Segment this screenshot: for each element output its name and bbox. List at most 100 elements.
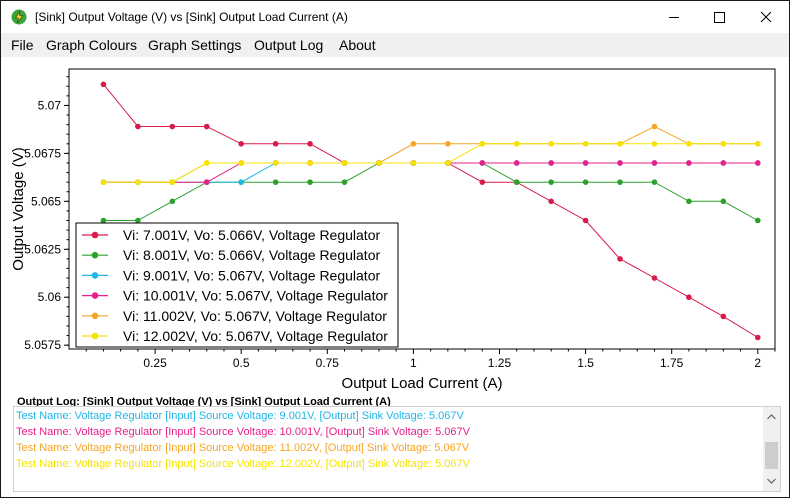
data-point[interactable] bbox=[686, 140, 692, 147]
data-point[interactable] bbox=[686, 294, 692, 301]
data-point[interactable] bbox=[100, 217, 107, 224]
data-point[interactable] bbox=[272, 179, 279, 185]
data-point[interactable] bbox=[686, 160, 692, 166]
data-point[interactable] bbox=[617, 256, 623, 262]
menu-bar: File Graph Colours Graph Settings Output… bbox=[1, 33, 789, 57]
scroll-down-icon[interactable] bbox=[767, 478, 776, 484]
legend-entry: Vi: 8.001V, Vo: 5.066V, Voltage Regulato… bbox=[123, 247, 380, 263]
data-point[interactable] bbox=[651, 140, 658, 147]
data-point[interactable] bbox=[238, 179, 244, 185]
data-point[interactable] bbox=[410, 160, 417, 166]
data-point[interactable] bbox=[135, 217, 141, 224]
chart-area: 0.25 0.5 0.75 1 1.25 1.5 1.75 2 5.0575 5.06 5.0625… bbox=[1, 57, 789, 392]
data-point[interactable] bbox=[651, 179, 658, 185]
x-axis-label: Output Load Current (A) bbox=[342, 375, 503, 391]
y-tick-label: 5.065 bbox=[31, 194, 61, 208]
close-button[interactable] bbox=[743, 1, 789, 33]
voltage-vs-current-chart[interactable]: 0.25 0.5 0.75 1 1.25 1.5 1.75 2 5.0575 5.06 5.0625… bbox=[1, 57, 789, 392]
data-point[interactable] bbox=[686, 198, 692, 205]
data-point[interactable] bbox=[307, 160, 313, 166]
data-point[interactable] bbox=[445, 160, 451, 166]
y-tick-label: 5.0575 bbox=[24, 338, 61, 352]
data-point[interactable] bbox=[754, 217, 761, 224]
data-point[interactable] bbox=[513, 179, 520, 185]
data-point[interactable] bbox=[651, 123, 658, 130]
data-point[interactable] bbox=[307, 140, 313, 147]
data-point[interactable] bbox=[548, 198, 554, 205]
data-point[interactable] bbox=[341, 160, 348, 166]
data-point[interactable] bbox=[582, 217, 589, 224]
data-point[interactable] bbox=[238, 160, 244, 166]
x-tick-label: 0.25 bbox=[143, 356, 167, 370]
data-point[interactable] bbox=[203, 160, 210, 166]
data-point[interactable] bbox=[548, 140, 554, 147]
maximize-button[interactable] bbox=[697, 1, 743, 33]
data-point[interactable] bbox=[582, 160, 589, 166]
menu-output-log[interactable]: Output Log bbox=[254, 37, 324, 53]
maximize-icon bbox=[714, 12, 725, 23]
data-point[interactable] bbox=[548, 160, 554, 166]
legend-swatch-marker bbox=[91, 251, 99, 259]
data-point[interactable] bbox=[479, 179, 486, 185]
data-point[interactable] bbox=[307, 179, 313, 185]
data-point[interactable] bbox=[169, 123, 176, 130]
legend-swatch-marker bbox=[91, 292, 99, 299]
data-point[interactable] bbox=[238, 140, 244, 147]
data-point[interactable] bbox=[754, 160, 761, 166]
menu-graph-settings[interactable]: Graph Settings bbox=[148, 37, 242, 53]
data-point[interactable] bbox=[720, 160, 727, 166]
data-point[interactable] bbox=[479, 140, 486, 147]
data-point[interactable] bbox=[720, 198, 727, 205]
y-tick-label: 5.07 bbox=[38, 98, 62, 112]
data-point[interactable] bbox=[754, 334, 761, 341]
data-point[interactable] bbox=[272, 160, 279, 166]
data-point[interactable] bbox=[410, 140, 417, 147]
y-tick-label: 5.06 bbox=[38, 290, 62, 304]
data-point[interactable] bbox=[754, 140, 761, 147]
data-point[interactable] bbox=[479, 160, 486, 166]
menu-file[interactable]: File bbox=[11, 37, 34, 53]
y-tick-label: 5.0625 bbox=[24, 242, 61, 256]
minimize-button[interactable] bbox=[651, 1, 697, 33]
x-tick-label: 1.5 bbox=[577, 356, 594, 370]
legend-entry: Vi: 7.001V, Vo: 5.066V, Voltage Regulato… bbox=[123, 227, 380, 243]
data-point[interactable] bbox=[169, 198, 176, 205]
scroll-up-icon[interactable] bbox=[767, 414, 776, 420]
data-point[interactable] bbox=[513, 140, 520, 147]
menu-graph-colours[interactable]: Graph Colours bbox=[46, 37, 138, 53]
data-point[interactable] bbox=[272, 140, 279, 147]
data-point[interactable] bbox=[169, 179, 176, 185]
data-point[interactable] bbox=[617, 179, 623, 185]
data-point[interactable] bbox=[135, 123, 141, 130]
log-scrollbar[interactable] bbox=[763, 407, 780, 491]
data-point[interactable] bbox=[203, 123, 210, 130]
legend-entry: Vi: 9.001V, Vo: 5.067V, Voltage Regulato… bbox=[123, 267, 380, 283]
data-point[interactable] bbox=[651, 275, 658, 281]
data-point[interactable] bbox=[720, 313, 727, 320]
menu-about[interactable]: About bbox=[339, 37, 376, 53]
data-point[interactable] bbox=[720, 140, 727, 147]
data-point[interactable] bbox=[341, 179, 348, 185]
data-point[interactable] bbox=[513, 160, 520, 166]
data-point[interactable] bbox=[376, 160, 382, 166]
data-point[interactable] bbox=[548, 179, 554, 185]
data-point[interactable] bbox=[445, 140, 451, 147]
data-point[interactable] bbox=[135, 179, 141, 185]
data-point[interactable] bbox=[100, 179, 107, 185]
data-point[interactable] bbox=[651, 160, 658, 166]
data-point[interactable] bbox=[582, 140, 589, 147]
x-tick-label: 1.75 bbox=[660, 356, 684, 370]
data-point[interactable] bbox=[203, 179, 210, 185]
data-point[interactable] bbox=[617, 140, 623, 147]
legend-swatch-marker bbox=[91, 312, 99, 320]
minimize-icon bbox=[669, 17, 679, 18]
chart-legend bbox=[75, 222, 399, 348]
data-point[interactable] bbox=[100, 81, 107, 88]
title-bar: [Sink] Output Voltage (V) vs [Sink] Outp… bbox=[1, 1, 789, 33]
log-line: Test Name: Voltage Regulator [Input] Sou… bbox=[16, 442, 470, 454]
window-title: [Sink] Output Voltage (V) vs [Sink] Outp… bbox=[35, 10, 348, 24]
log-scroll-thumb[interactable] bbox=[765, 442, 778, 469]
data-point[interactable] bbox=[617, 160, 623, 166]
data-point[interactable] bbox=[582, 179, 589, 185]
